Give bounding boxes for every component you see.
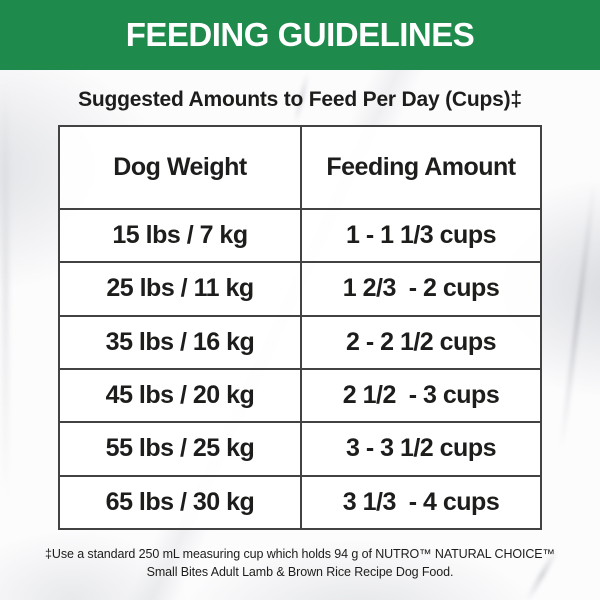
header-banner: FEEDING GUIDELINES <box>0 0 600 70</box>
dog-weight-cell: 15 lbs / 7 kg <box>112 221 248 250</box>
feeding-amount-cell: 1 - 1 1/3 cups <box>300 210 540 262</box>
feeding-table: Dog Weight Feeding Amount 15 lbs / 7 kg … <box>58 125 542 530</box>
col-header-feeding-amount: Feeding Amount <box>300 127 540 208</box>
dog-weight-cell: 65 lbs / 30 kg <box>105 487 255 516</box>
marble-vein <box>559 180 597 450</box>
table-row: 15 lbs / 7 kg 1 - 1 1/3 cups <box>60 208 540 262</box>
feeding-amount-cell: 3 - 3 1/2 cups <box>300 423 540 475</box>
footnote-line-1: ‡Use a standard 250 mL measuring cup whi… <box>45 547 555 561</box>
table-header-row: Dog Weight Feeding Amount <box>60 127 540 208</box>
feeding-amount-cell: 1 2/3 - 2 cups <box>300 263 540 315</box>
dog-weight-cell: 35 lbs / 16 kg <box>105 327 255 356</box>
footnote-line-2: Small Bites Adult Lamb & Brown Rice Reci… <box>146 565 454 579</box>
dog-weight-cell: 45 lbs / 20 kg <box>105 381 255 410</box>
table-row: 35 lbs / 16 kg 2 - 2 1/2 cups <box>60 314 540 368</box>
feeding-amount-cell: 2 - 2 1/2 cups <box>300 316 540 368</box>
marble-vein <box>3 80 8 500</box>
table-row: 55 lbs / 25 kg 3 - 3 1/2 cups <box>60 421 540 475</box>
footnote: ‡Use a standard 250 mL measuring cup whi… <box>0 545 600 581</box>
page-title: FEEDING GUIDELINES <box>125 16 475 53</box>
subtitle: Suggested Amounts to Feed Per Day (Cups)… <box>78 88 522 111</box>
col-header-dog-weight: Dog Weight <box>113 153 247 181</box>
dog-weight-cell: 55 lbs / 25 kg <box>105 434 255 463</box>
table-row: 65 lbs / 30 kg 3 1/3 - 4 cups <box>60 474 540 528</box>
table-row: 25 lbs / 11 kg 1 2/3 - 2 cups <box>60 261 540 315</box>
feeding-amount-cell: 3 1/3 - 4 cups <box>300 476 540 528</box>
dog-weight-cell: 25 lbs / 11 kg <box>106 274 254 303</box>
feeding-amount-cell: 2 1/2 - 3 cups <box>300 369 540 422</box>
table-row: 45 lbs / 20 kg 2 1/2 - 3 cups <box>60 367 540 422</box>
